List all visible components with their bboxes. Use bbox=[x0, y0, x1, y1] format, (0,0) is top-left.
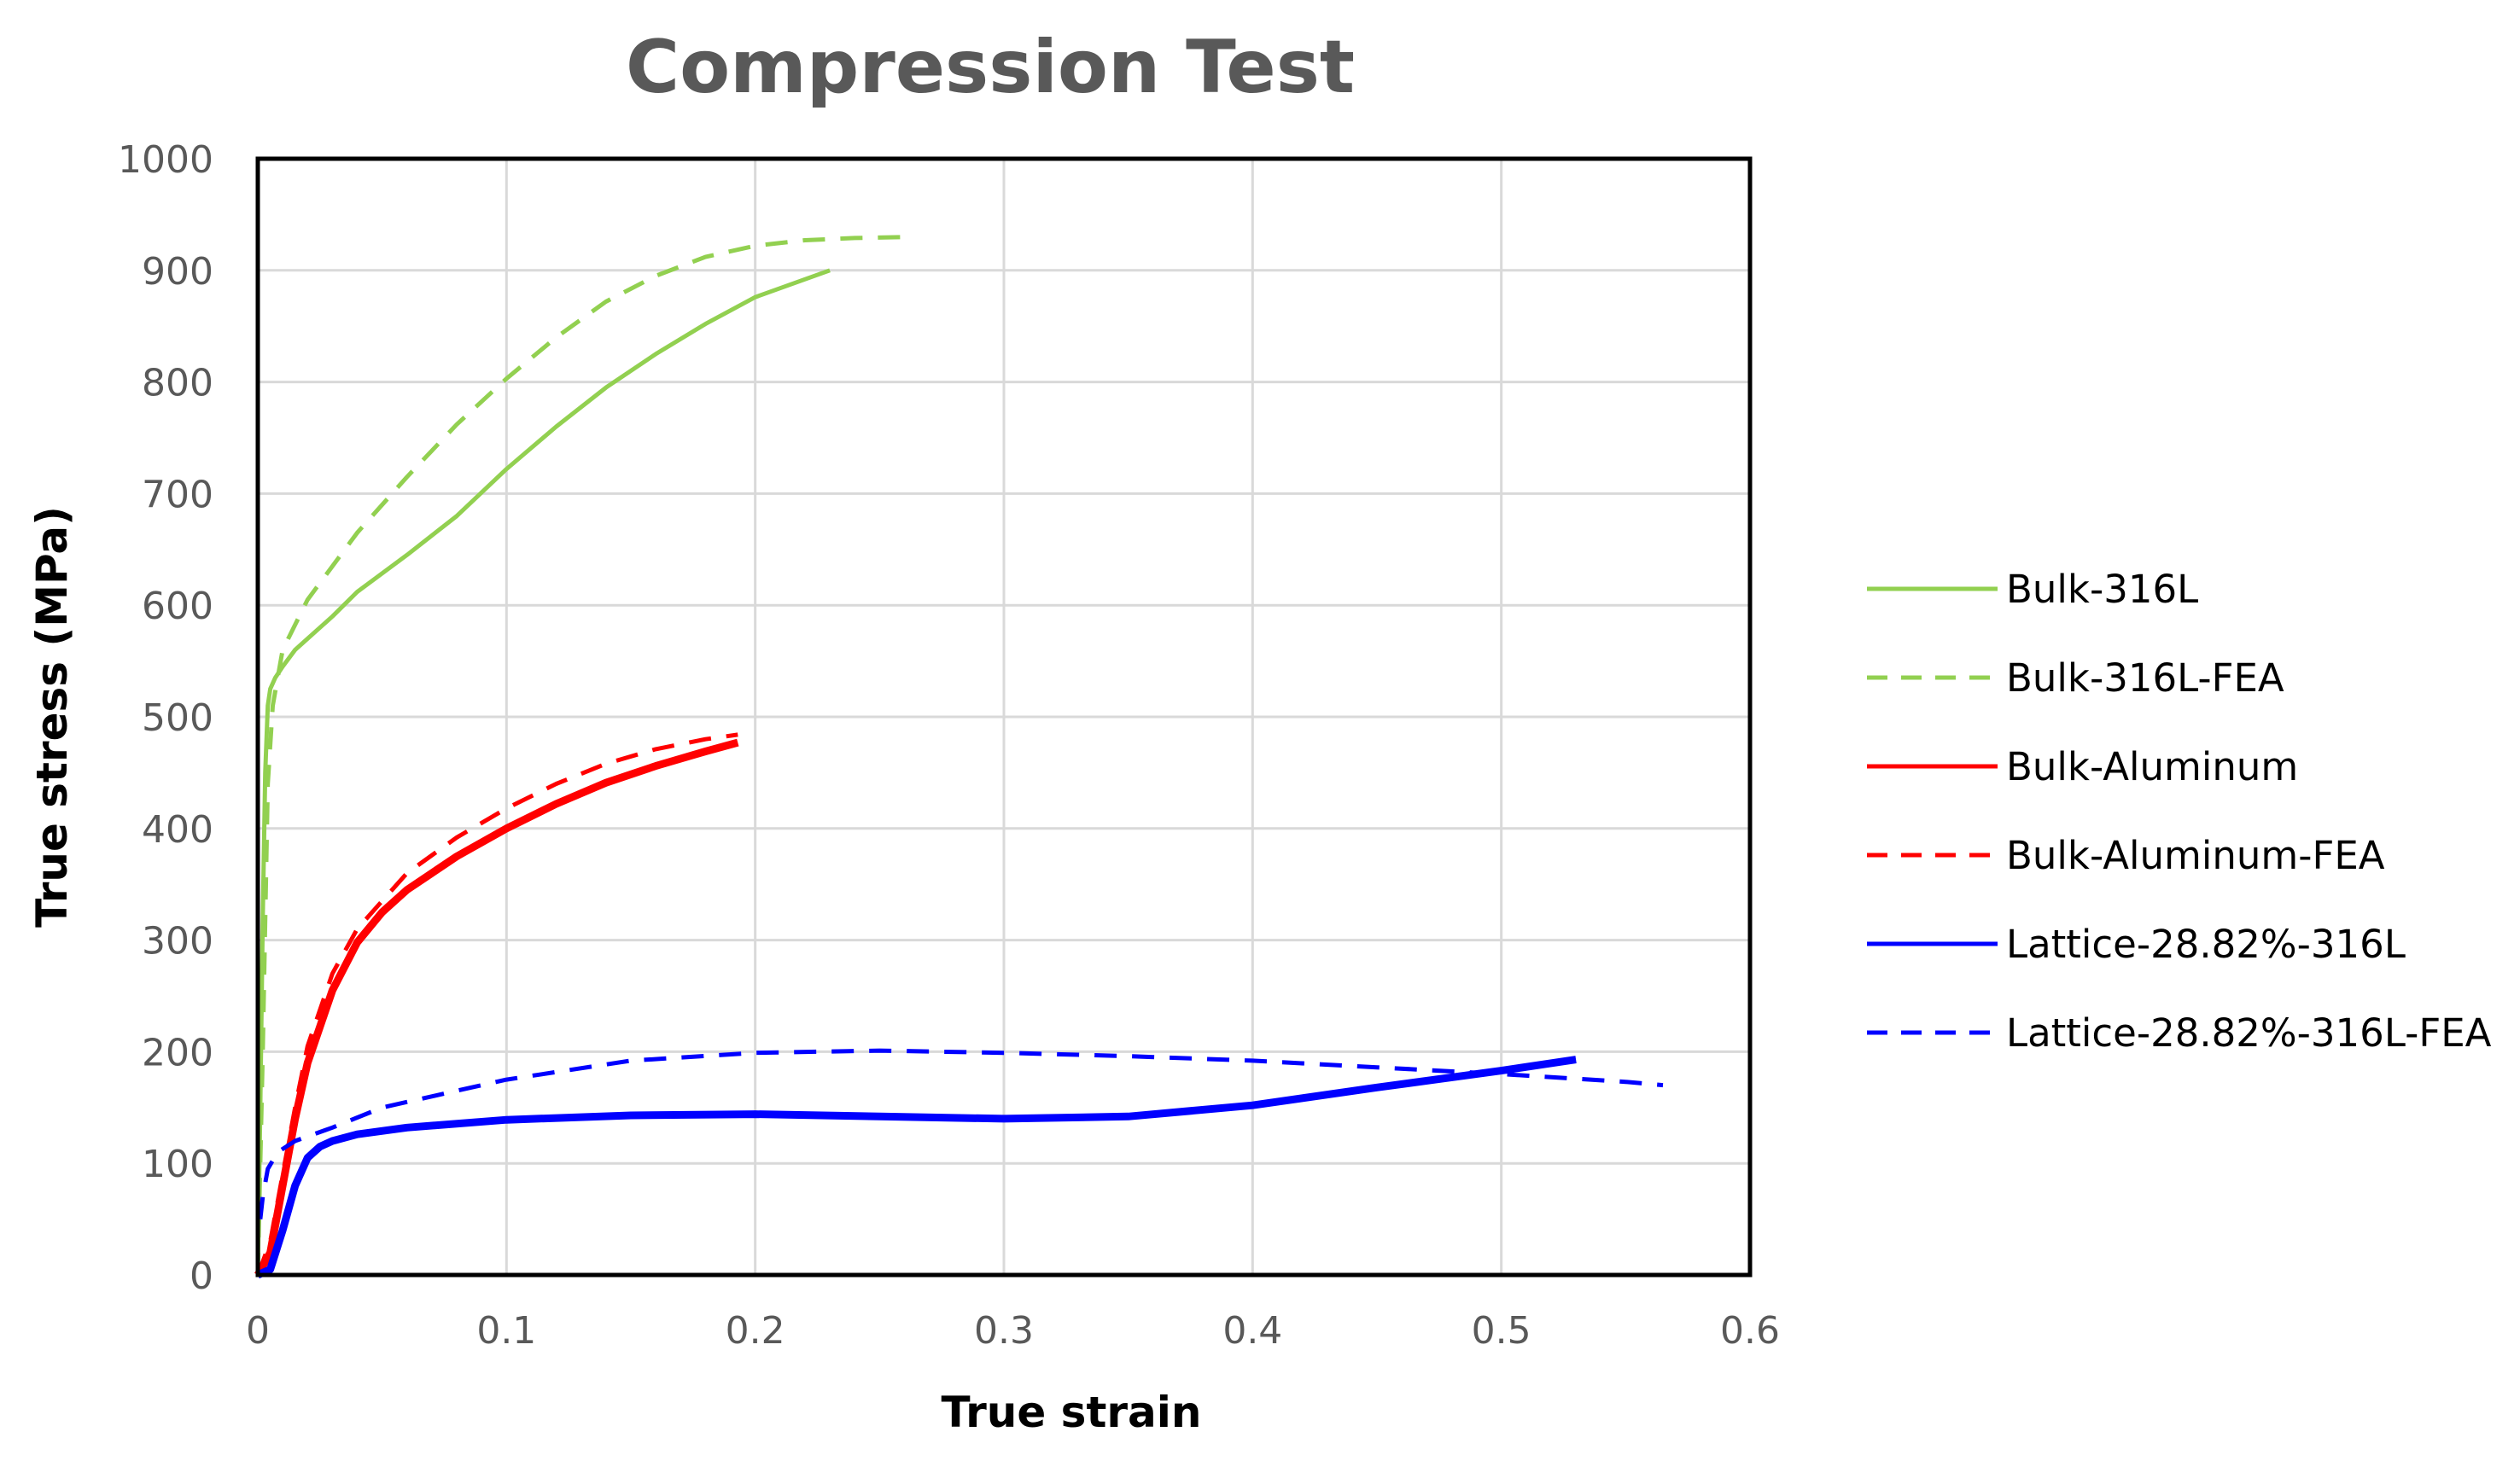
legend-label-4: Lattice-28.82%-316L bbox=[2006, 922, 2406, 967]
legend-label-3: Bulk-Aluminum-FEA bbox=[2006, 833, 2385, 878]
series-lines bbox=[254, 235, 1664, 1279]
series-line-1 bbox=[255, 235, 910, 1276]
legend: Bulk-316L Bulk-316L-FEA Bulk-Aluminum Bulk-… bbox=[1867, 567, 2492, 1056]
series-line-4 bbox=[256, 1056, 1577, 1279]
x-tick-label: 0.4 bbox=[1222, 1309, 1282, 1353]
x-axis-ticks: 0 0.1 0.2 0.3 0.4 0.5 0.6 bbox=[246, 1309, 1780, 1353]
x-tick-label: 0.6 bbox=[1720, 1309, 1780, 1353]
y-tick-label: 100 bbox=[142, 1143, 213, 1186]
series-line-2 bbox=[254, 738, 739, 1278]
y-tick-label: 900 bbox=[142, 250, 213, 294]
y-tick-label: 300 bbox=[142, 920, 213, 963]
series-line-3 bbox=[255, 732, 738, 1276]
x-axis-label: True strain bbox=[942, 1388, 1202, 1437]
series-line-0 bbox=[255, 268, 831, 1276]
chart-title: Compression Test bbox=[626, 25, 1355, 110]
y-tick-label: 0 bbox=[190, 1254, 213, 1298]
legend-label-2: Bulk-Aluminum bbox=[2006, 744, 2298, 789]
y-tick-label: 400 bbox=[142, 808, 213, 852]
y-tick-label: 700 bbox=[142, 473, 213, 516]
x-tick-label: 0.1 bbox=[476, 1309, 536, 1353]
legend-label-0: Bulk-316L bbox=[2006, 567, 2198, 612]
x-tick-label: 0.3 bbox=[974, 1309, 1034, 1353]
legend-label-1: Bulk-316L-FEA bbox=[2006, 655, 2284, 701]
plot-frame bbox=[255, 156, 1753, 1278]
gridlines bbox=[258, 159, 1750, 1275]
y-tick-label: 1000 bbox=[118, 138, 213, 182]
y-tick-label: 800 bbox=[142, 362, 213, 405]
y-axis-ticks: 0 100 200 300 400 500 600 700 800 900 1000 bbox=[118, 138, 213, 1298]
x-tick-label: 0.2 bbox=[726, 1309, 785, 1353]
y-axis-label: True stress (MPa) bbox=[27, 506, 77, 928]
x-tick-label: 0.5 bbox=[1472, 1309, 1531, 1353]
y-tick-label: 200 bbox=[142, 1031, 213, 1074]
series-line-5 bbox=[258, 1048, 1664, 1219]
y-tick-label: 500 bbox=[142, 696, 213, 740]
y-tick-label: 600 bbox=[142, 585, 213, 628]
x-tick-label: 0 bbox=[246, 1309, 270, 1353]
legend-label-5: Lattice-28.82%-316L-FEA bbox=[2006, 1010, 2492, 1056]
